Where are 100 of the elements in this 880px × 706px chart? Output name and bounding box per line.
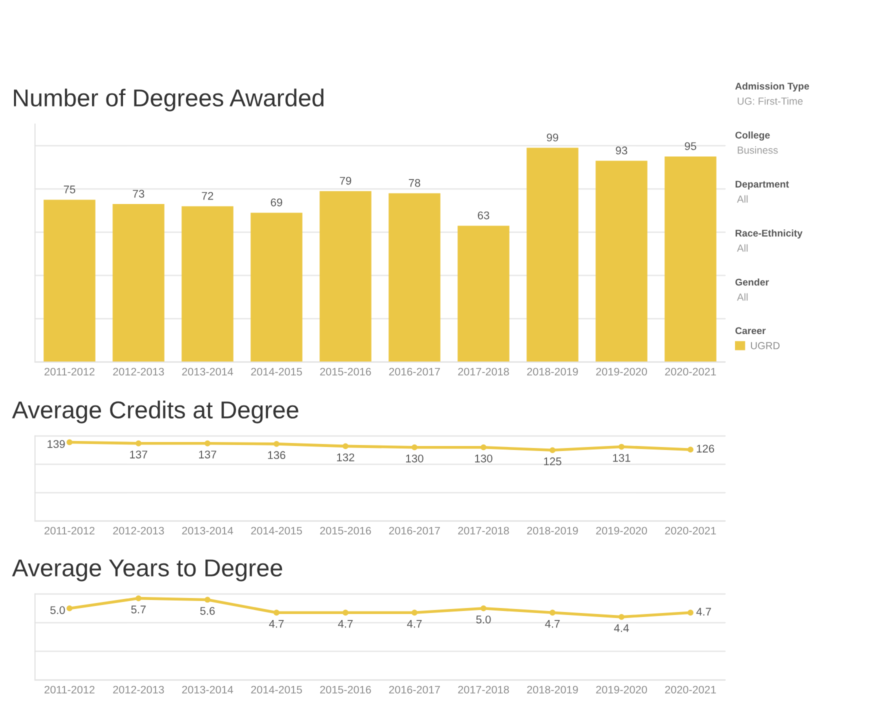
data-label: 5.0 — [476, 616, 491, 624]
bar — [664, 156, 716, 362]
data-label: 137 — [130, 450, 148, 458]
x-tick-label: 2016-2017 — [389, 368, 440, 376]
x-tick-label: 2015-2016 — [320, 526, 371, 535]
point — [204, 596, 210, 603]
data-label: 5.6 — [200, 606, 215, 615]
x-tick-label: 2016-2017 — [389, 526, 440, 535]
chart-title: Number of Degrees Awarded — [14, 88, 324, 112]
bar — [112, 204, 164, 362]
text: All — [737, 244, 748, 252]
x-tick-label: 2018-2019 — [527, 526, 578, 535]
x-tick-label: 2020-2021 — [665, 368, 716, 376]
x-tick-label: 2020-2021 — [665, 686, 716, 694]
point — [550, 447, 556, 454]
point — [412, 444, 418, 450]
x-tick-label: 2018-2019 — [527, 686, 578, 694]
data-label: 4.7 — [696, 608, 711, 616]
data-label: 4.7 — [545, 620, 560, 628]
x-tick-label: 2020-2021 — [665, 526, 716, 535]
text: Admission Type — [735, 82, 810, 92]
data-label: 72 — [202, 192, 214, 200]
x-tick-label: 2019-2020 — [596, 526, 647, 535]
bar — [526, 148, 578, 362]
x-tick-label: 2017-2018 — [458, 526, 509, 535]
point — [66, 439, 72, 446]
x-tick-label: 2011-2012 — [44, 526, 94, 535]
bar — [458, 226, 510, 362]
point — [274, 610, 280, 616]
data-label: 4.4 — [614, 624, 629, 632]
point — [136, 595, 142, 602]
point — [412, 610, 418, 616]
data-label: 5.0 — [50, 606, 65, 614]
data-label: 4.7 — [407, 620, 422, 628]
x-tick-label: 2019-2020 — [596, 368, 647, 376]
x-tick-label: 2013-2014 — [182, 368, 234, 376]
bar — [320, 191, 372, 362]
point — [480, 444, 486, 450]
point — [550, 610, 556, 616]
data-label: 73 — [132, 190, 144, 198]
bar — [182, 206, 234, 362]
data-label: 136 — [268, 451, 286, 460]
chart-title: Average Years to Degree — [12, 560, 282, 582]
point — [688, 446, 694, 453]
text: All — [737, 195, 748, 203]
point — [618, 444, 624, 450]
x-tick-label: 2013-2014 — [182, 686, 234, 694]
text: College — [735, 131, 770, 141]
data-label: 126 — [696, 444, 714, 453]
point — [688, 610, 694, 616]
text: Gender — [735, 278, 769, 286]
data-label: 93 — [616, 146, 628, 154]
point — [342, 610, 348, 616]
data-label: 79 — [340, 176, 352, 185]
point — [618, 614, 624, 620]
bar — [250, 212, 302, 362]
legend-label: UGRD — [750, 342, 780, 350]
data-label: 75 — [64, 186, 76, 194]
point — [480, 605, 486, 612]
text: All — [737, 293, 748, 301]
point — [136, 440, 142, 446]
bar — [388, 193, 440, 362]
data-label: 139 — [48, 440, 65, 448]
data-label: 95 — [684, 142, 696, 150]
text: Department — [736, 180, 789, 190]
text: Business — [738, 146, 778, 154]
data-label: 132 — [337, 453, 354, 462]
x-tick-label: 2015-2016 — [320, 368, 371, 376]
text: Race-Ethnicity — [736, 229, 802, 239]
x-tick-label: 2015-2016 — [320, 686, 371, 694]
data-label: 130 — [475, 454, 492, 462]
data-label: 63 — [478, 211, 490, 220]
data-label: 131 — [613, 454, 630, 462]
point — [66, 605, 72, 612]
chart-title: Average Credits at Degree — [12, 400, 298, 424]
data-label: 4.7 — [338, 620, 353, 628]
x-tick-label: 2012-2013 — [113, 368, 164, 376]
bar — [44, 200, 96, 362]
x-tick-label: 2013-2014 — [182, 526, 234, 535]
data-label: 4.7 — [269, 620, 284, 628]
data-label: 125 — [544, 457, 562, 466]
x-tick-label: 2014-2015 — [251, 686, 302, 694]
data-label: 5.7 — [131, 606, 146, 614]
point — [274, 440, 280, 447]
x-tick-label: 2017-2018 — [458, 368, 509, 376]
bar — [596, 160, 648, 362]
x-tick-label: 2019-2020 — [596, 686, 647, 694]
point — [342, 443, 348, 450]
data-label: 78 — [408, 179, 420, 187]
x-tick-label: 2011-2012 — [44, 686, 94, 694]
data-label: 137 — [199, 450, 216, 458]
x-tick-label: 2018-2019 — [527, 368, 578, 376]
point — [204, 440, 210, 446]
data-label: 99 — [546, 134, 558, 142]
data-label: 69 — [270, 198, 282, 206]
x-tick-label: 2012-2013 — [113, 526, 164, 535]
text: UG: First-Time — [738, 97, 803, 105]
legend-title: Career — [735, 327, 766, 334]
x-tick-label: 2016-2017 — [389, 686, 440, 694]
x-tick-label: 2012-2013 — [113, 686, 164, 694]
